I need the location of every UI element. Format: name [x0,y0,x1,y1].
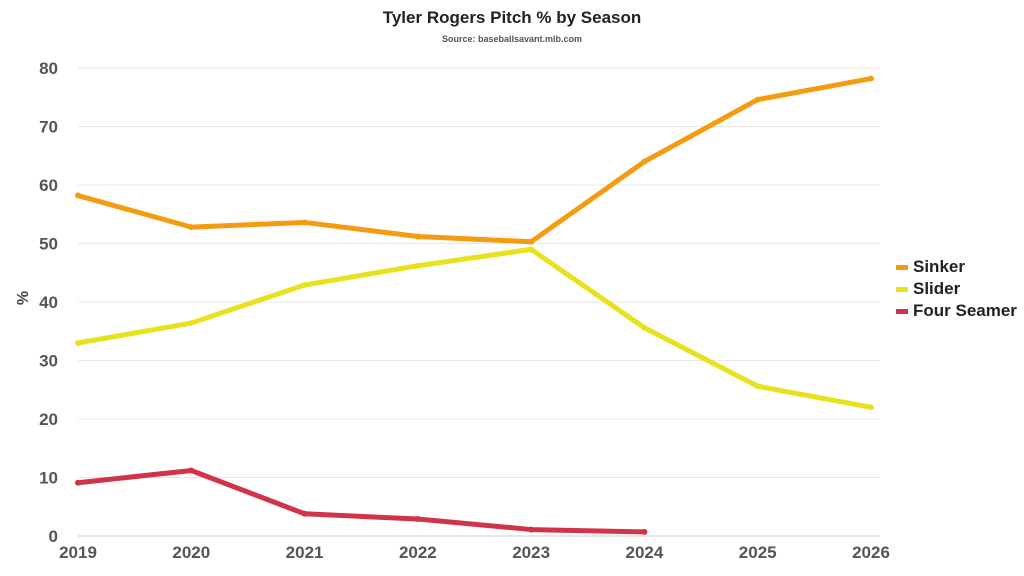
data-point [301,219,308,226]
data-point [641,528,648,535]
data-point [528,526,535,533]
y-axis-label: % [15,291,32,305]
data-point [754,383,761,390]
data-point [188,320,195,327]
x-axis-ticks: 2019 2020 2021 2022 2023 2024 2025 2026 [59,543,890,562]
chart-title: Tyler Rogers Pitch % by Season [382,8,642,27]
data-point [301,510,308,517]
data-point [868,75,874,82]
x-tick-label: 2025 [739,543,777,562]
chart-subtitle: Source: baseballsavant.mlb.com [441,34,583,44]
data-point [868,404,874,411]
data-point [188,224,195,231]
data-point [75,479,81,486]
y-tick-label: 30 [39,352,58,371]
legend-label: Slider [913,279,961,298]
data-point [75,192,81,199]
series-line-four-seamer [77,467,645,535]
data-point [188,467,195,474]
data-point [528,246,535,253]
x-tick-label: 2023 [512,543,550,562]
y-tick-label: 80 [39,59,58,78]
x-tick-label: 2021 [286,543,324,562]
data-point [75,339,81,346]
x-tick-label: 2022 [399,543,437,562]
data-point [414,516,421,523]
legend-item: Slider [896,278,1017,300]
x-tick-label: 2026 [852,543,890,562]
x-tick-label: 2019 [59,543,97,562]
y-tick-label: 0 [49,527,58,546]
data-point [414,262,421,269]
data-point [301,282,308,289]
x-tick-label: 2020 [172,543,210,562]
data-point [754,96,761,103]
y-tick-label: 40 [39,293,58,312]
series-line-sinker [77,76,872,245]
gridlines [78,67,880,537]
y-tick-label: 60 [39,176,58,195]
y-tick-label: 10 [39,469,58,488]
y-axis-ticks: 0 10 20 30 40 50 60 70 80 [39,59,58,546]
series-line-slider [77,246,872,410]
legend-label: Four Seamer [913,301,1017,320]
legend-item: Sinker [896,256,1017,278]
data-point [641,158,648,165]
legend-item: Four Seamer [896,300,1017,322]
y-tick-label: 20 [39,410,58,429]
legend-swatch [896,264,908,270]
data-point [641,324,648,331]
x-tick-label: 2024 [626,543,664,562]
legend-swatch [896,286,908,292]
legend: Sinker Slider Four Seamer [896,256,1017,322]
data-point [414,233,421,240]
series-lines [75,75,874,535]
legend-swatch [896,308,908,314]
y-tick-label: 50 [39,235,58,254]
y-tick-label: 70 [39,118,58,137]
legend-label: Sinker [913,257,965,276]
data-point [528,238,535,245]
